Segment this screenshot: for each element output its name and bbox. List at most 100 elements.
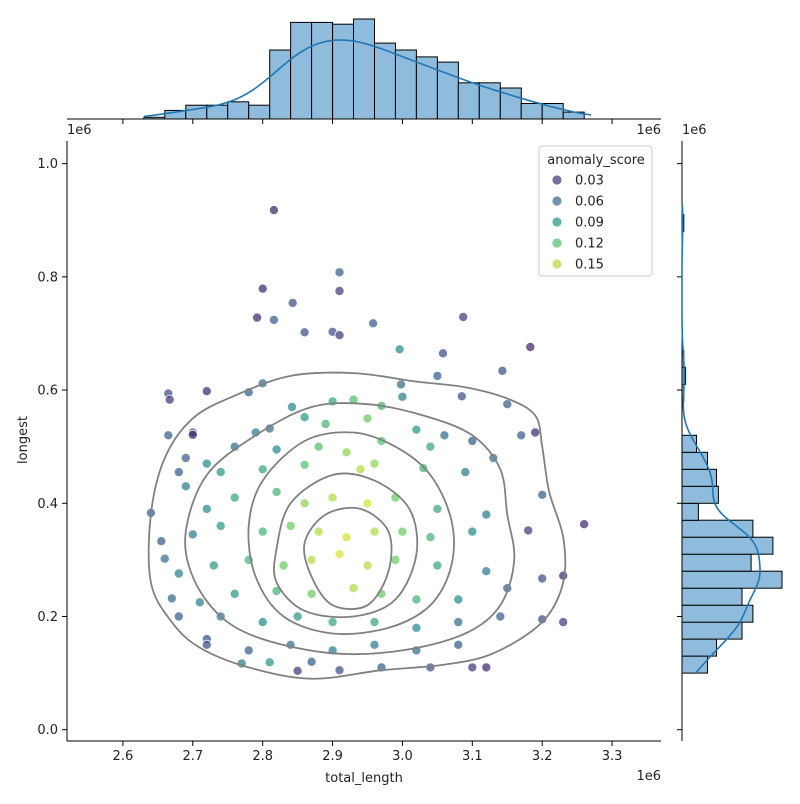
scatter-point (411, 424, 422, 435)
legend-label: 0.15 (575, 258, 604, 273)
scatter-point (229, 588, 240, 599)
scatter-point (201, 458, 212, 469)
scatter-point (299, 412, 310, 423)
legend-label: 0.12 (575, 237, 604, 252)
scatter-point (243, 645, 254, 656)
scatter-point (411, 594, 422, 605)
marginal-x-bar (353, 18, 375, 120)
scatter-point (264, 657, 275, 668)
marginal-y-bar (681, 587, 743, 606)
scatter-point (173, 611, 184, 622)
legend-marker (551, 174, 563, 186)
scatter-point (286, 401, 297, 412)
legend-marker (551, 195, 563, 207)
scatter-point (271, 444, 282, 455)
marginal-y-bar (681, 519, 754, 538)
legend-label: 0.03 (575, 174, 604, 189)
y-tick-label: 0.6 (37, 384, 58, 399)
scatter-point (495, 611, 506, 622)
x-tick-label: 2.6 (113, 749, 134, 764)
marginal-y-bar (681, 621, 743, 640)
scatter-point (299, 327, 310, 338)
scatter-point (425, 441, 436, 452)
marginal-x-bar (248, 104, 271, 120)
scatter-point (327, 492, 338, 503)
y-tick-label: 0.2 (37, 610, 58, 625)
scatter-point (437, 348, 448, 359)
scatter-point (523, 525, 534, 536)
legend-title: anomaly_score (547, 153, 645, 168)
scatter-point (306, 554, 317, 565)
scatter-point (453, 639, 464, 650)
x-tick-label: 2.8 (252, 749, 273, 764)
marginal-y-bar (681, 536, 774, 555)
scatter-point (173, 568, 184, 579)
x-offset-label-marginal: 1e6 (67, 123, 92, 138)
marginal-x-histogram (67, 18, 661, 124)
scatter-point (257, 283, 268, 294)
scatter-point (390, 554, 401, 565)
marginal-y-bar (681, 570, 783, 589)
scatter-point (525, 341, 536, 352)
marginal-x-bar (374, 42, 396, 120)
scatter-point (257, 464, 268, 475)
scatter-point (530, 427, 541, 438)
scatter-point (460, 467, 471, 478)
scatter-point (439, 430, 450, 441)
marginal-x-bar (457, 82, 480, 120)
scatter-point (394, 344, 405, 355)
scatter-point (348, 394, 359, 405)
marginal-y-bar (681, 502, 699, 521)
scatter-point (257, 617, 268, 628)
scatter-point (516, 430, 527, 441)
scatter-point (362, 498, 373, 509)
scatter-point (278, 560, 289, 571)
x-tick-label: 2.9 (322, 749, 343, 764)
scatter-point (432, 370, 443, 381)
scatter-point (257, 526, 268, 537)
legend-label: 0.09 (575, 216, 604, 231)
scatter-point (453, 617, 464, 628)
kde-contour (273, 472, 419, 619)
legend-label: 0.06 (575, 195, 604, 210)
scatter-point (456, 391, 467, 402)
legend-items: 0.03 0.06 0.09 0.12 0.15 (551, 174, 604, 273)
scatter-point (166, 593, 177, 604)
scatter-point (306, 588, 317, 599)
scatter-point (287, 297, 298, 308)
scatter-point (334, 285, 345, 296)
scatter-point (397, 391, 408, 402)
marginal-x-bar (290, 21, 313, 120)
scatter-point (369, 526, 380, 537)
scatter-point (285, 520, 296, 531)
scatter-point (579, 519, 590, 530)
kde-contour (184, 402, 516, 656)
kde-contour (247, 431, 455, 635)
y-offset-label: 1e6 (682, 123, 707, 138)
y-tick-label: 1.0 (37, 157, 58, 172)
scatter-point (467, 526, 478, 537)
x-tick-label: 2.7 (182, 749, 203, 764)
marginal-x-kde (143, 39, 592, 118)
scatter-point (201, 503, 212, 514)
x-tick-label: 3.1 (462, 749, 483, 764)
scatter-point (306, 656, 317, 667)
scatter-point (397, 526, 408, 537)
y-tick-label: 0.0 (37, 723, 58, 738)
scatter-point (558, 617, 569, 628)
scatter-point (180, 481, 191, 492)
main-scatter-area: 2.6 2.7 2.8 2.9 3.0 3.1 3.2 3.3 0.0 0.2 0.4 0.6 0.8 1… (37, 141, 661, 764)
kde-contour (147, 371, 567, 680)
scatter-point (313, 441, 324, 452)
scatter-point (292, 665, 303, 676)
scatter-point (458, 311, 469, 322)
scatter-point (425, 532, 436, 543)
scatter-point (268, 205, 279, 216)
scatter-point (368, 318, 379, 329)
scatter-point (341, 532, 352, 543)
marginal-y-bar (681, 604, 754, 623)
scatter-point (395, 379, 406, 390)
legend-box (538, 145, 653, 277)
marginal-y-kde (681, 204, 761, 674)
